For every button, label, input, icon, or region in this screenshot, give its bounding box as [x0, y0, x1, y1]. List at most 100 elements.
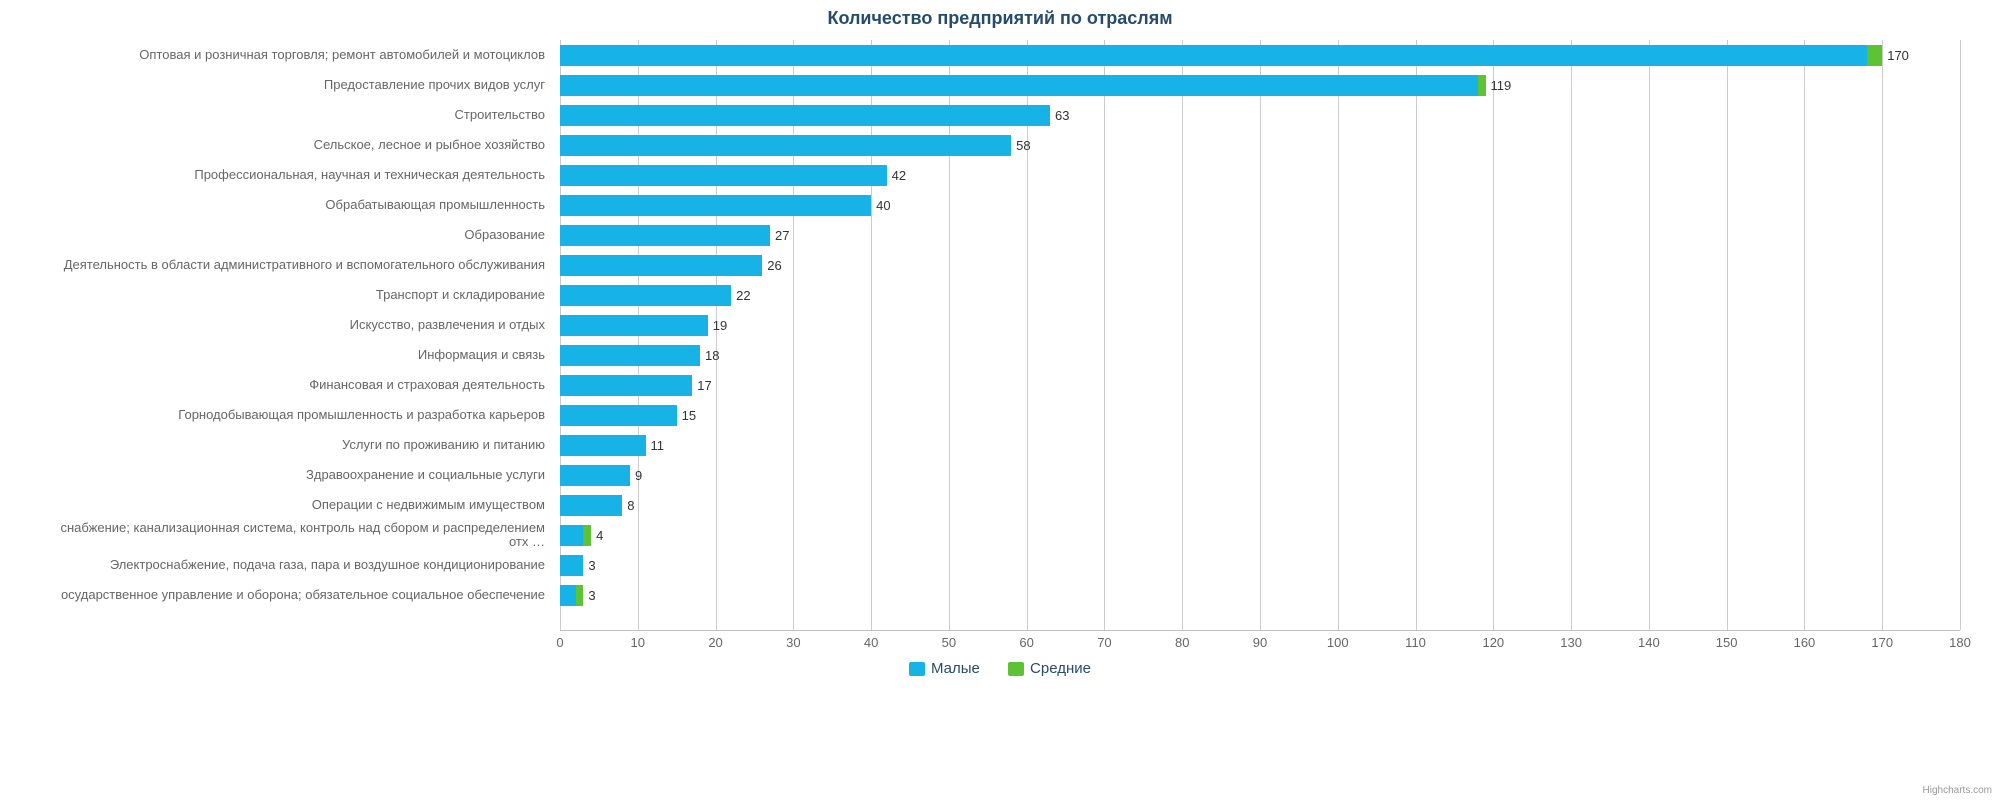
bar-row: 42 — [560, 165, 887, 186]
bar-value-label: 3 — [588, 558, 595, 573]
bar-medium[interactable] — [1478, 75, 1486, 96]
bar-row: 63 — [560, 105, 1050, 126]
gridline — [716, 40, 717, 630]
gridline — [949, 40, 950, 630]
bar-small[interactable] — [560, 315, 708, 336]
category-label: Строительство — [455, 108, 545, 122]
bar-value-label: 3 — [588, 588, 595, 603]
bar-value-label: 11 — [651, 438, 665, 453]
category-label: Обрабатывающая промышленность — [325, 198, 545, 212]
bar-value-label: 63 — [1055, 108, 1069, 123]
bar-row: 22 — [560, 285, 731, 306]
bar-value-label: 22 — [736, 288, 750, 303]
bar-row: 27 — [560, 225, 770, 246]
x-tick-label: 140 — [1638, 635, 1660, 650]
bar-small[interactable] — [560, 345, 700, 366]
bar-value-label: 170 — [1887, 48, 1909, 63]
bar-value-label: 15 — [682, 408, 696, 423]
bar-small[interactable] — [560, 225, 770, 246]
bar-small[interactable] — [560, 195, 871, 216]
category-label: Здравоохранение и социальные услуги — [306, 468, 545, 482]
gridline — [1882, 40, 1883, 630]
bar-small[interactable] — [560, 495, 622, 516]
legend-label-medium: Средние — [1030, 660, 1091, 677]
bar-row: 3 — [560, 585, 583, 606]
bar-small[interactable] — [560, 105, 1050, 126]
category-label: Образование — [464, 228, 545, 242]
bar-row: 8 — [560, 495, 622, 516]
gridline — [793, 40, 794, 630]
x-tick-label: 60 — [1019, 635, 1033, 650]
x-tick-label: 50 — [942, 635, 956, 650]
bar-value-label: 17 — [697, 378, 711, 393]
bar-row: 11 — [560, 435, 646, 456]
category-label: Оптовая и розничная торговля; ремонт авт… — [139, 48, 545, 62]
category-label: Операции с недвижимым имуществом — [312, 498, 545, 512]
gridline — [1493, 40, 1494, 630]
x-tick-label: 130 — [1560, 635, 1582, 650]
category-label: Услуги по проживанию и питанию — [342, 438, 545, 452]
legend-item-medium[interactable]: Средние — [1008, 660, 1091, 677]
bar-row: 18 — [560, 345, 700, 366]
bar-value-label: 9 — [635, 468, 642, 483]
x-tick-label: 100 — [1327, 635, 1349, 650]
bar-row: 17 — [560, 375, 692, 396]
bar-value-label: 26 — [767, 258, 781, 273]
legend-swatch-small — [909, 662, 925, 676]
category-label: Электроснабжение, подача газа, пара и во… — [110, 558, 545, 572]
bar-small[interactable] — [560, 525, 583, 546]
x-tick-label: 20 — [708, 635, 722, 650]
bar-small[interactable] — [560, 45, 1867, 66]
bar-value-label: 40 — [876, 198, 890, 213]
x-tick-label: 10 — [631, 635, 645, 650]
chart-container: Количество предприятий по отраслям Оптов… — [0, 0, 2000, 800]
category-label: Предоставление прочих видов услуг — [324, 78, 545, 92]
bar-value-label: 18 — [705, 348, 719, 363]
category-label: Горнодобывающая промышленность и разрабо… — [178, 408, 545, 422]
gridline — [1649, 40, 1650, 630]
gridline — [1104, 40, 1105, 630]
bar-small[interactable] — [560, 255, 762, 276]
legend: Малые Средние — [0, 660, 2000, 680]
bar-medium[interactable] — [1867, 45, 1883, 66]
category-label: Информация и связь — [418, 348, 545, 362]
x-tick-label: 70 — [1097, 635, 1111, 650]
x-tick-label: 180 — [1949, 635, 1971, 650]
bar-row: 4 — [560, 525, 591, 546]
bar-small[interactable] — [560, 135, 1011, 156]
bar-small[interactable] — [560, 405, 677, 426]
category-label: Профессиональная, научная и техническая … — [194, 168, 545, 182]
x-tick-label: 110 — [1405, 635, 1426, 650]
category-label: Искусство, развлечения и отдых — [350, 318, 545, 332]
bar-small[interactable] — [560, 555, 583, 576]
legend-item-small[interactable]: Малые — [909, 660, 980, 677]
category-label: Деятельность в области административного… — [64, 258, 545, 272]
gridline — [1182, 40, 1183, 630]
bar-row: 58 — [560, 135, 1011, 156]
y-axis-labels: Оптовая и розничная торговля; ремонт авт… — [0, 40, 555, 630]
bar-value-label: 119 — [1491, 78, 1512, 93]
bar-value-label: 19 — [713, 318, 727, 333]
category-label: снабжение; канализационная система, конт… — [60, 521, 545, 550]
legend-swatch-medium — [1008, 662, 1024, 676]
bar-small[interactable] — [560, 375, 692, 396]
bar-row: 119 — [560, 75, 1486, 96]
bar-row: 19 — [560, 315, 708, 336]
bar-small[interactable] — [560, 435, 646, 456]
x-tick-label: 170 — [1871, 635, 1893, 650]
bar-value-label: 58 — [1016, 138, 1030, 153]
bar-row: 170 — [560, 45, 1882, 66]
bar-medium[interactable] — [583, 525, 591, 546]
bar-small[interactable] — [560, 165, 887, 186]
category-label: Сельское, лесное и рыбное хозяйство — [314, 138, 545, 152]
bar-medium[interactable] — [576, 585, 584, 606]
plot-area: Оптовая и розничная торговля; ремонт авт… — [560, 40, 1960, 630]
bar-small[interactable] — [560, 75, 1478, 96]
bar-small[interactable] — [560, 465, 630, 486]
x-tick-label: 150 — [1716, 635, 1738, 650]
x-tick-label: 160 — [1794, 635, 1816, 650]
bar-small[interactable] — [560, 585, 576, 606]
bar-small[interactable] — [560, 285, 731, 306]
credits-link[interactable]: Highcharts.com — [1923, 785, 1992, 796]
bar-value-label: 8 — [627, 498, 634, 513]
